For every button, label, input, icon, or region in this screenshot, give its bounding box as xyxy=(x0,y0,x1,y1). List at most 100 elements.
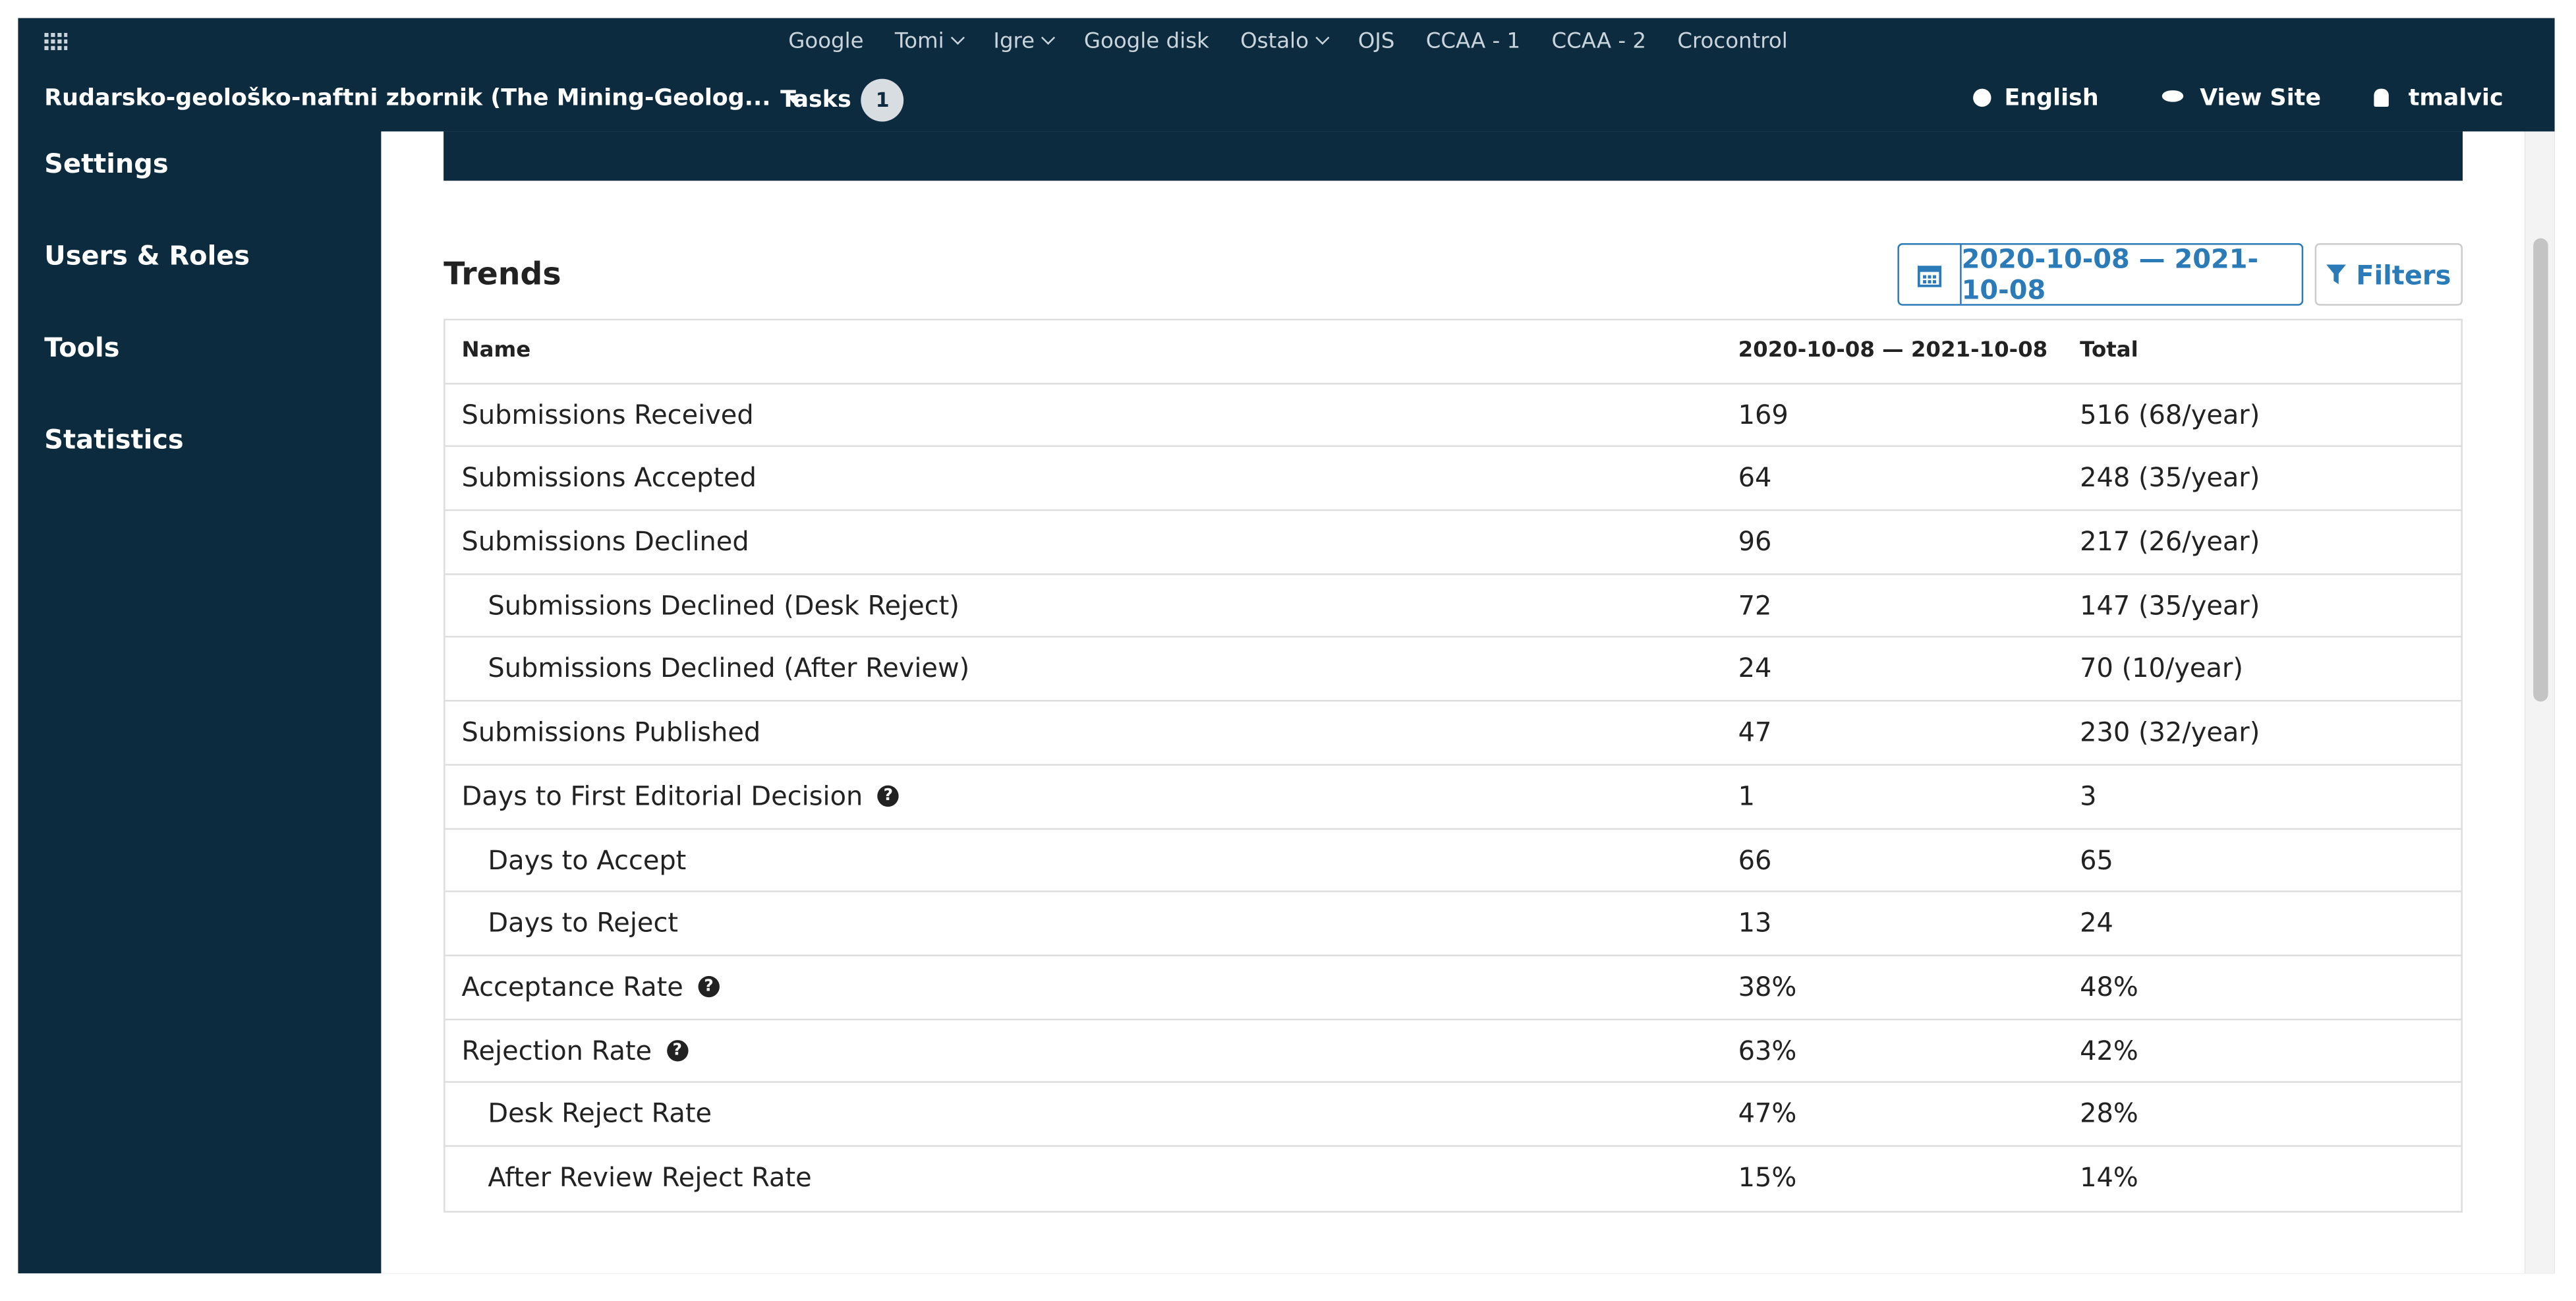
help-icon[interactable]: ? xyxy=(877,785,900,807)
sidebar-item[interactable]: Settings xyxy=(44,148,169,179)
cell-text: 1 xyxy=(1738,780,1755,812)
cell-text: 70 (10/year) xyxy=(2080,652,2243,685)
table-cell: 3 xyxy=(2080,765,2096,828)
column-header: Total xyxy=(2080,338,2138,363)
table-cell: 24 xyxy=(1738,638,1772,701)
top-link[interactable]: Google disk xyxy=(1083,29,1209,55)
user-menu[interactable]: tmalvic xyxy=(2374,85,2504,112)
date-range-button[interactable]: 2020-10-08 — 2021-10-08 xyxy=(1897,243,2304,306)
cell-text: 248 (35/year) xyxy=(2080,462,2260,494)
cell-text: 28% xyxy=(2080,1097,2138,1130)
table-cell: After Review Reject Rate xyxy=(488,1147,811,1209)
column-header: Name xyxy=(461,338,531,363)
language-label[interactable]: English xyxy=(2004,85,2099,112)
table-cell: Acceptance Rate? xyxy=(462,956,720,1019)
help-icon[interactable]: ? xyxy=(698,975,720,997)
table-cell: Desk Reject Rate xyxy=(488,1084,712,1146)
scroll-thumb[interactable] xyxy=(2533,238,2548,702)
table-row: Days to First Editorial Decision? 1 3 xyxy=(445,765,2461,829)
help-icon[interactable]: ? xyxy=(666,1039,688,1061)
table-row: Submissions Received 169 516 (68/year) xyxy=(445,384,2461,448)
cell-text: After Review Reject Rate xyxy=(488,1161,812,1193)
journal-switcher[interactable]: Rudarsko-geološko-naftni zbornik (The Mi… xyxy=(44,85,801,112)
sidebar-item[interactable]: Users & Roles xyxy=(44,239,250,272)
table-cell: 169 xyxy=(1738,384,1789,447)
table-cell: 28% xyxy=(2080,1084,2138,1146)
cell-text: 3 xyxy=(2080,780,2097,812)
filters-label[interactable]: Filters xyxy=(2356,258,2451,291)
cell-text: Submissions Published xyxy=(461,716,761,748)
table-cell: 230 (32/year) xyxy=(2080,702,2260,765)
view-site[interactable]: View Site xyxy=(2161,85,2322,112)
trends-table: Name 2020-10-08 — 2021-10-08 Total Submissi… xyxy=(444,318,2463,1212)
sidebar-item[interactable]: Statistics xyxy=(44,424,184,455)
table-row: After Review Reject Rate 15% 14% xyxy=(445,1147,2461,1210)
sidebar-item[interactable]: Tools xyxy=(44,332,120,363)
cell-text: Submissions Declined xyxy=(461,525,749,558)
tasks-badge: 1 xyxy=(861,78,904,122)
cell-text: Rejection Rate xyxy=(461,1034,652,1066)
top-link[interactable]: Ostalo xyxy=(1240,30,1327,54)
cell-text: Acceptance Rate xyxy=(461,971,683,1002)
top-link[interactable]: CCAA - 2 xyxy=(1551,29,1646,55)
table-row: Submissions Accepted 64 248 (35/year) xyxy=(445,448,2461,511)
cell-text: Desk Reject Rate xyxy=(488,1097,712,1130)
table-cell: 63% xyxy=(1738,1020,1797,1082)
table-cell: Submissions Declined xyxy=(462,511,749,573)
top-link[interactable]: CCAA - 1 xyxy=(1425,29,1521,55)
cell-text: 96 xyxy=(1738,525,1772,558)
top-links: Google Tomi Igre Google disk Ostalo OJS CCAA -… xyxy=(0,30,2576,54)
date-range-label[interactable]: 2020-10-08 — 2021-10-08 xyxy=(1961,243,2259,306)
cell-text: Days to Reject xyxy=(488,907,679,939)
table-row: Desk Reject Rate 47% 28% xyxy=(445,1084,2461,1147)
table-cell: 14% xyxy=(2080,1147,2138,1209)
cell-text: 47 xyxy=(1738,716,1772,748)
filters-button[interactable]: Filters xyxy=(2314,243,2463,306)
cell-text: 169 xyxy=(1738,399,1789,430)
top-link[interactable]: Tomi xyxy=(895,30,962,54)
table-cell: 66 xyxy=(1738,829,1772,892)
table-row: Acceptance Rate? 38% 48% xyxy=(445,956,2461,1020)
header-band xyxy=(444,131,2463,181)
table-cell: 217 (26/year) xyxy=(2080,511,2260,573)
table-cell: Submissions Declined (Desk Reject) xyxy=(488,575,959,637)
table-cell: Submissions Declined (After Review) xyxy=(488,638,969,701)
language[interactable]: English xyxy=(1973,86,2099,112)
top-link[interactable]: Google xyxy=(788,29,864,55)
table-cell: 42% xyxy=(2080,1020,2138,1082)
tasks[interactable]: Tasks 1 xyxy=(780,78,904,122)
table-cell: 47 xyxy=(1738,702,1772,765)
table-row: Rejection Rate? 63% 42% xyxy=(445,1020,2461,1084)
table-cell: Rejection Rate? xyxy=(462,1020,688,1082)
table-cell: 64 xyxy=(1738,448,1772,510)
table-cell: 1 xyxy=(1738,765,1755,828)
table-cell: 70 (10/year) xyxy=(2080,638,2243,701)
view-site-label[interactable]: View Site xyxy=(2200,85,2322,112)
cell-text: 24 xyxy=(2080,907,2113,939)
table-cell: 13 xyxy=(1738,892,1772,955)
table-cell: Submissions Received xyxy=(462,384,754,447)
cell-text: 63% xyxy=(1738,1034,1797,1066)
cell-text: Submissions Declined (After Review) xyxy=(488,652,970,685)
table-cell: 516 (68/year) xyxy=(2080,384,2260,447)
table-cell: 72 xyxy=(1738,575,1772,637)
user-name[interactable]: tmalvic xyxy=(2408,85,2504,112)
table-cell: 65 xyxy=(2080,829,2113,892)
table-row: Submissions Declined 96 217 (26/year) xyxy=(445,511,2461,575)
cell-text: 24 xyxy=(1738,652,1772,685)
cell-text: 147 (35/year) xyxy=(2080,589,2260,621)
table-cell: 96 xyxy=(1738,511,1772,573)
top-link[interactable]: OJS xyxy=(1358,29,1395,55)
top-link[interactable]: Igre xyxy=(993,30,1052,54)
table-row: Days to Accept 66 65 xyxy=(445,829,2461,893)
table-header: Name 2020-10-08 — 2021-10-08 Total xyxy=(445,320,2461,384)
apps-icon[interactable] xyxy=(44,32,68,56)
table-row: Days to Reject 13 24 xyxy=(445,892,2461,956)
journal-name[interactable]: Rudarsko-geološko-naftni zbornik (The Mi… xyxy=(44,85,771,112)
top-link[interactable]: Crocontrol xyxy=(1677,29,1788,55)
tasks-label[interactable]: Tasks xyxy=(780,87,851,114)
cell-text: 217 (26/year) xyxy=(2080,525,2260,558)
table-row: Submissions Declined (After Review) 24 70 … xyxy=(445,638,2461,702)
cell-text: 72 xyxy=(1738,589,1772,621)
table-cell: 38% xyxy=(1738,956,1797,1019)
